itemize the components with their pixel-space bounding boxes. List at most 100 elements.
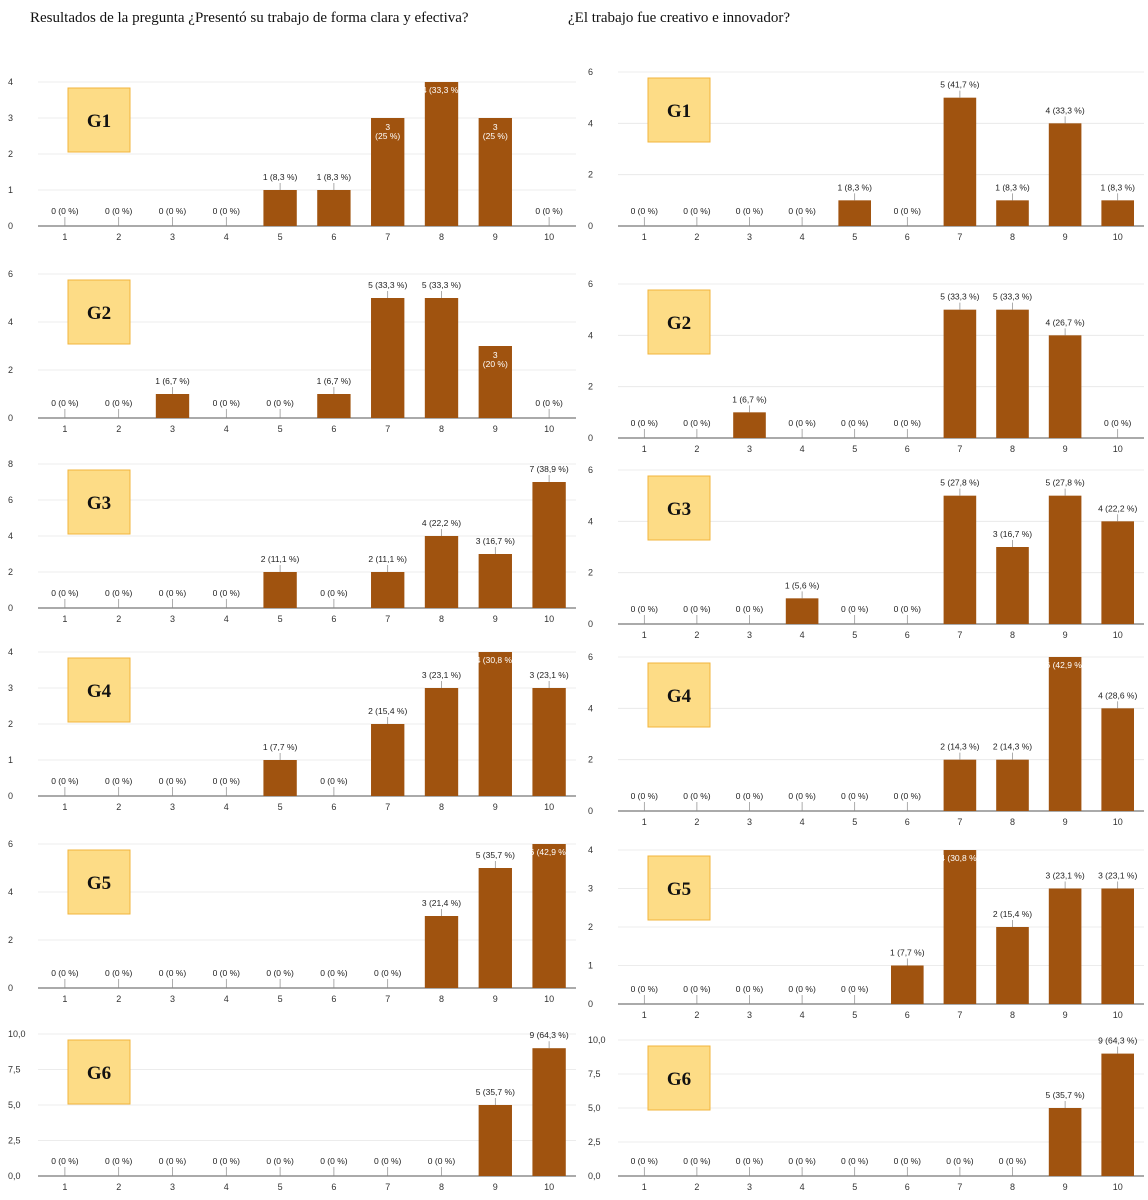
data-label: 3 (16,7 %) — [476, 536, 515, 546]
x-tick-label: 5 — [852, 817, 857, 827]
y-tick-label: 2 — [8, 935, 13, 945]
y-tick-label: 2 — [8, 567, 13, 577]
x-tick-label: 4 — [224, 802, 229, 812]
chart-right-g5: 0 1 2 3 4 G5 1 0 (0 %) 2 0 (0 %) 3 0 (0 %) 4 0 (0 %) 5… — [588, 845, 1144, 1020]
bar-left-g4-10 — [532, 688, 566, 796]
x-tick-label: 9 — [1063, 817, 1068, 827]
x-tick-label: 10 — [1113, 232, 1123, 242]
data-label: 0 (0 %) — [788, 418, 816, 428]
x-tick-label: 7 — [957, 444, 962, 454]
y-tick-label: 8 — [8, 459, 13, 469]
data-label: 4 (26,7 %) — [1045, 317, 1084, 327]
x-tick-label: 9 — [1063, 1182, 1068, 1192]
bar-right-g3-8 — [996, 547, 1029, 624]
x-tick-label: 9 — [493, 614, 498, 624]
data-label: 1 (8,3 %) — [1100, 182, 1135, 192]
x-tick-label: 6 — [331, 1182, 336, 1192]
bar-right-g5-9 — [1048, 888, 1082, 1004]
chart-panel-right-g4: 0 2 4 6 G4 1 0 (0 %) 2 0 (0 %) 3 0 (0 %) 4 0 (0 %) 5 0… — [580, 645, 1148, 835]
group-badge — [67, 1039, 131, 1105]
data-label: 3 (21,4 %) — [422, 898, 461, 908]
data-label: 0 (0 %) — [320, 776, 348, 786]
group-badge-label: G6 — [667, 1069, 691, 1090]
group-badge-label: G1 — [667, 101, 691, 122]
y-tick-label: 5,0 — [588, 1103, 601, 1113]
x-tick-label: 3 — [747, 630, 752, 640]
data-label: 1 (8,3 %) — [837, 182, 872, 192]
x-tick-label: 6 — [905, 1182, 910, 1192]
x-tick-label: 7 — [957, 1010, 962, 1020]
bar-right-g5-10 — [1101, 888, 1135, 1004]
data-label: 0 (0 %) — [841, 418, 869, 428]
bar-left-g1-6 — [317, 190, 351, 226]
bar-left-g3-5 — [263, 572, 297, 608]
data-label: 0 (0 %) — [683, 1156, 711, 1166]
data-label: 5 (33,3 %) — [368, 280, 407, 290]
data-label: 0 (0 %) — [631, 206, 659, 216]
data-label: 0 (0 %) — [159, 776, 187, 786]
group-badge-label: G2 — [87, 303, 111, 324]
y-tick-label: 2 — [588, 382, 593, 392]
x-tick-label: 10 — [544, 424, 554, 434]
data-label: 0 (0 %) — [105, 1156, 133, 1166]
x-tick-label: 6 — [905, 817, 910, 827]
x-tick-label: 8 — [439, 802, 444, 812]
y-tick-label: 0 — [588, 806, 593, 816]
chart-left-g2: 0 2 4 6 G2 1 0 (0 %) 2 0 (0 %) 3 1 (6,7 %) 4 0 (0 %)… — [8, 269, 576, 434]
chart-panel-right-g1: 0 2 4 6 G1 1 0 (0 %) 2 0 (0 %) 3 0 (0 %) 4 0 (0 %) 5 1… — [580, 60, 1148, 250]
data-label: 1 (5,6 %) — [785, 580, 820, 590]
data-label: 5 (35,7 %) — [476, 850, 515, 860]
data-label: 0 (0 %) — [159, 588, 187, 598]
data-label: 0 (0 %) — [683, 418, 711, 428]
data-label: 3 (23,1 %) — [422, 670, 461, 680]
group-badge-label: G2 — [667, 313, 691, 334]
x-tick-label: 5 — [852, 630, 857, 640]
x-tick-label: 6 — [331, 614, 336, 624]
y-tick-label: 2 — [8, 365, 13, 375]
data-label: 0 (0 %) — [631, 791, 659, 801]
data-label: 0 (0 %) — [213, 588, 241, 598]
x-tick-label: 9 — [1063, 444, 1068, 454]
group-badge — [67, 469, 131, 535]
data-label: 5 (35,7 %) — [1045, 1090, 1084, 1100]
bar-right-g4-9 — [1048, 657, 1082, 811]
data-label: 0 (0 %) — [51, 206, 79, 216]
data-label: 1 (8,3 %) — [317, 172, 352, 182]
x-tick-label: 4 — [800, 232, 805, 242]
data-label: 0 (0 %) — [51, 968, 79, 978]
x-tick-label: 9 — [493, 994, 498, 1004]
data-label: 0 (0 %) — [788, 984, 816, 994]
chart-left-g4: 0 1 2 3 4 G4 1 0 (0 %) 2 0 (0 %) 3 0 (0 %) 4 0 (0 %) 5… — [8, 647, 576, 812]
bar-right-g6-10 — [1101, 1053, 1135, 1176]
x-tick-label: 4 — [224, 1182, 229, 1192]
x-tick-label: 7 — [957, 817, 962, 827]
x-tick-label: 1 — [642, 1010, 647, 1020]
data-label: 0 (0 %) — [683, 604, 711, 614]
x-tick-label: 2 — [116, 424, 121, 434]
x-tick-label: 3 — [170, 994, 175, 1004]
data-label: 0 (0 %) — [736, 604, 764, 614]
x-tick-label: 5 — [278, 424, 283, 434]
bar-left-g4-8 — [424, 688, 459, 796]
bar-left-g6-9 — [478, 1105, 512, 1176]
y-tick-label: 0 — [588, 433, 593, 443]
chart-panel-left-g6: 0,0 2,5 5,0 7,5 10,0 G6 1 0 (0 %) 2 0 (0 %) 3 0 (0 … — [0, 1022, 580, 1200]
bar-left-g5-10 — [532, 844, 566, 988]
chart-panel-right-g5: 0 1 2 3 4 G5 1 0 (0 %) 2 0 (0 %) 3 0 (0 %) 4 0 (0 %) 5… — [580, 838, 1148, 1028]
y-tick-label: 3 — [8, 113, 13, 123]
x-tick-label: 7 — [957, 232, 962, 242]
group-badge — [67, 657, 131, 723]
x-tick-label: 6 — [905, 630, 910, 640]
x-tick-label: 7 — [385, 1182, 390, 1192]
x-tick-label: 1 — [62, 802, 67, 812]
bar-left-g4-5 — [263, 760, 297, 796]
y-tick-label: 0 — [8, 413, 13, 423]
y-tick-label: 1 — [8, 185, 13, 195]
x-tick-label: 10 — [544, 994, 554, 1004]
x-tick-label: 5 — [278, 802, 283, 812]
data-label: 0 (0 %) — [51, 588, 79, 598]
group-badge — [647, 475, 711, 541]
data-label: 2 (15,4 %) — [368, 706, 407, 716]
data-label: 2 (15,4 %) — [993, 909, 1032, 919]
x-tick-label: 3 — [747, 1182, 752, 1192]
